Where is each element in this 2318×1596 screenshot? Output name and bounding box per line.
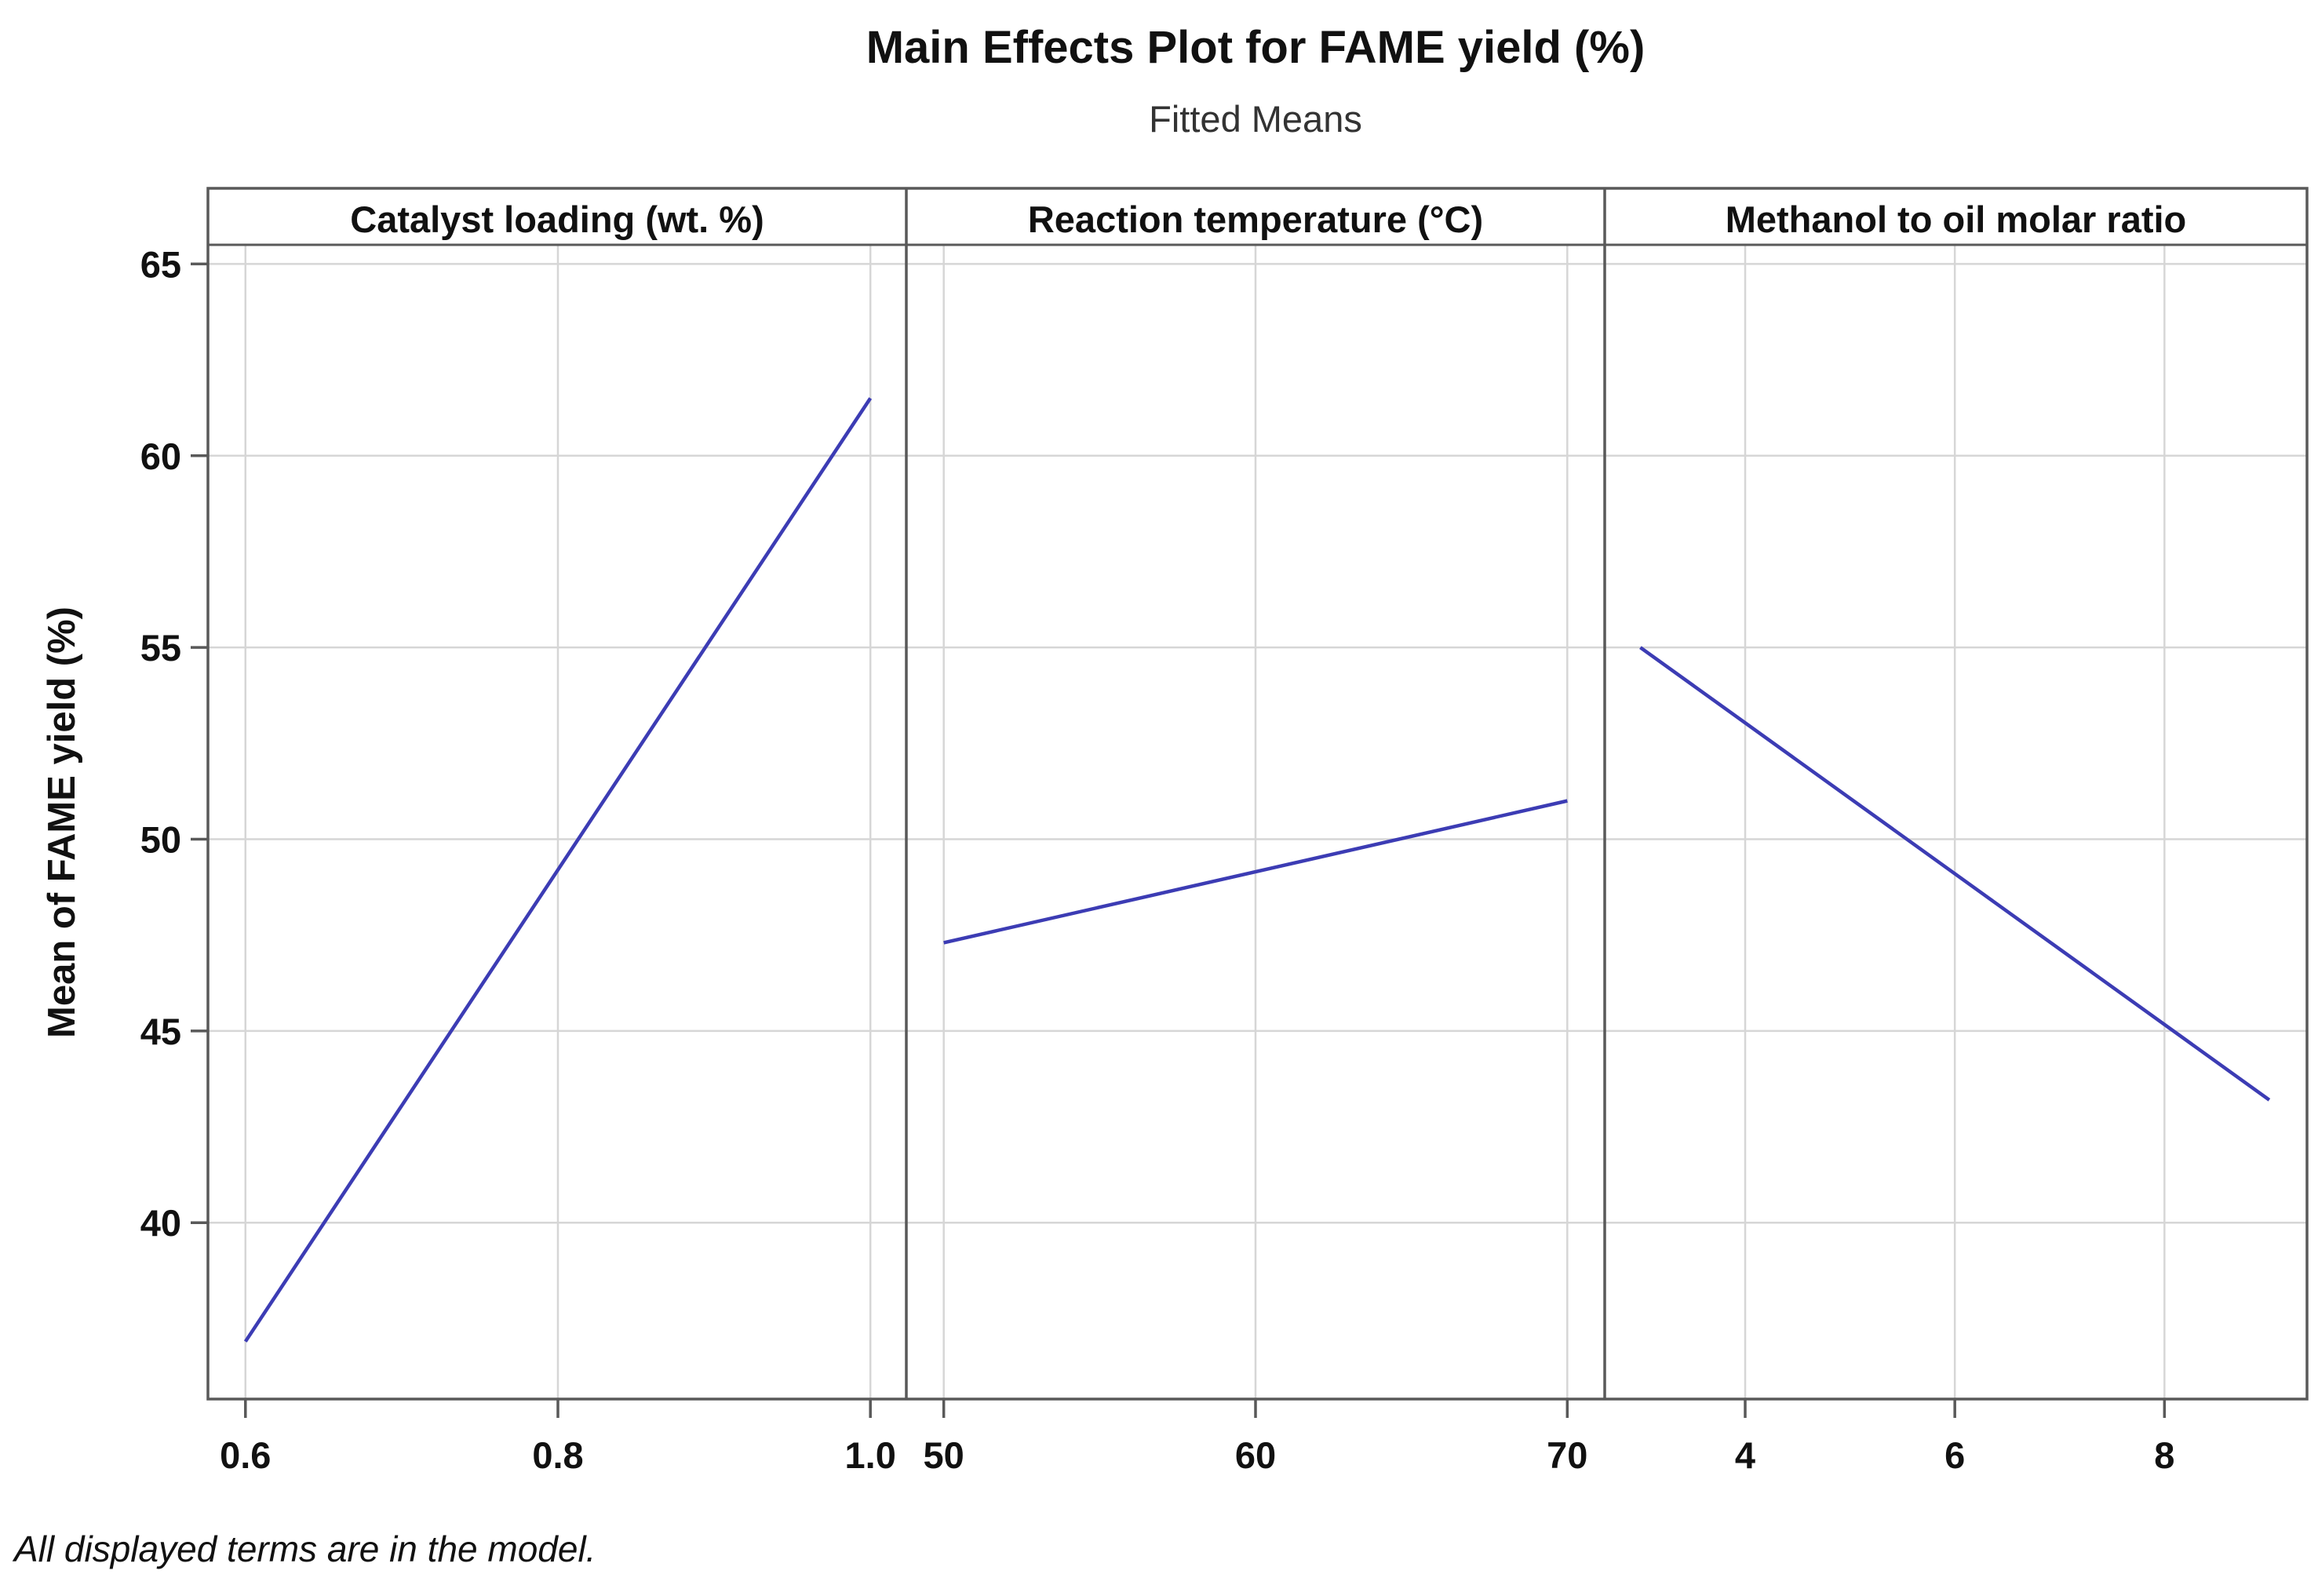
chart-subtitle: Fitted Means: [1149, 98, 1362, 140]
chart-title: Main Effects Plot for FAME yield (%): [866, 22, 1646, 73]
y-tick-label: 55: [140, 627, 181, 669]
x-tick-label: 1.0: [845, 1434, 896, 1476]
x-tick-label: 0.8: [532, 1434, 583, 1476]
plot-border: [206, 187, 2309, 1401]
plot-area: 40 45 50 55 60 65 0.6 0.8 1.0 Catalyst loading (w…: [140, 187, 2309, 1476]
panel-header-label: Methanol to oil molar ratio: [1726, 199, 2187, 240]
y-tick-label: 50: [140, 818, 181, 860]
x-tick-label: 8: [2154, 1434, 2174, 1476]
x-tick-label: 6: [1944, 1434, 1965, 1476]
x-tick-label: 0.6: [220, 1434, 271, 1476]
series-line: [1639, 646, 2271, 1102]
x-tick-label: 70: [1547, 1434, 1587, 1476]
panel-header-label: Reaction temperature (°C): [1028, 199, 1483, 240]
x-tick-label: 4: [1735, 1434, 1755, 1476]
panel-header-label: Catalyst loading (wt. %): [350, 199, 764, 240]
series-line: [243, 397, 873, 1343]
y-tick-label: 60: [140, 435, 181, 477]
y-tick-label: 65: [140, 243, 181, 285]
series-line: [943, 799, 1568, 945]
y-axis-label: Mean of FAME yield (%): [41, 607, 83, 1038]
y-tick-label: 40: [140, 1202, 181, 1244]
x-tick-label: 60: [1235, 1434, 1276, 1476]
x-tick-label: 50: [924, 1434, 964, 1476]
model-footnote: All displayed terms are in the model.: [12, 1529, 596, 1569]
y-tick-label: 45: [140, 1011, 181, 1052]
